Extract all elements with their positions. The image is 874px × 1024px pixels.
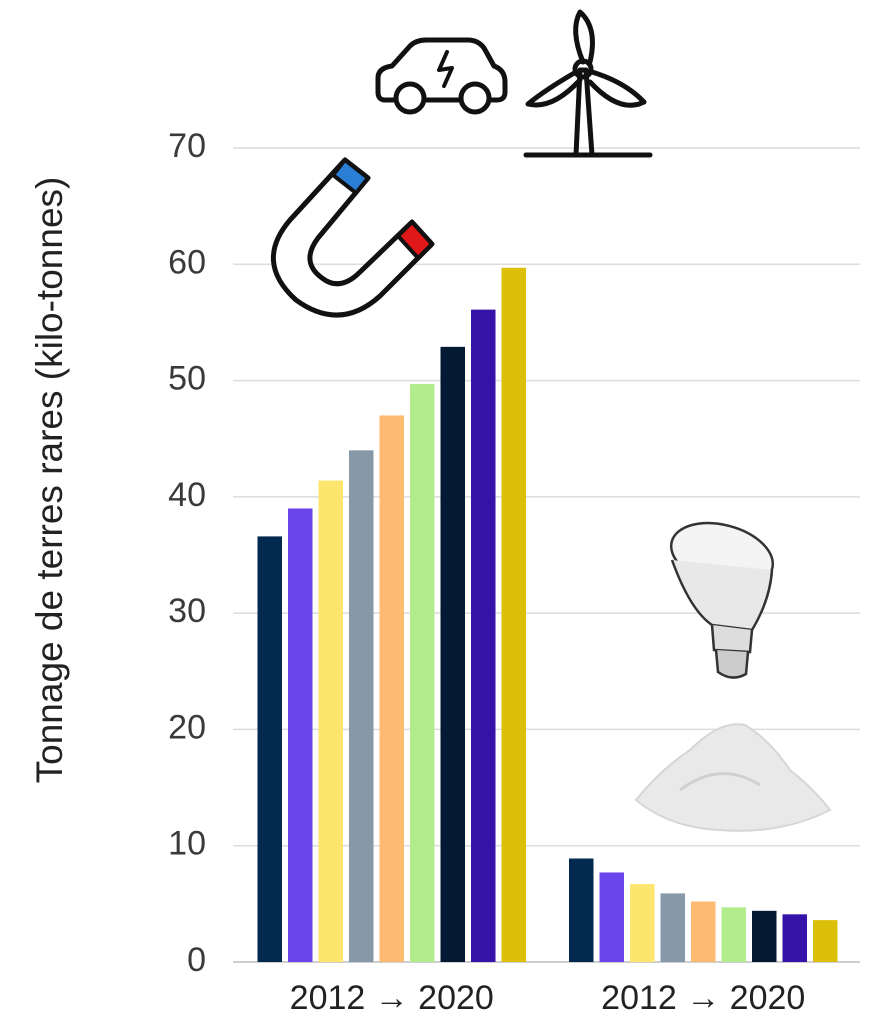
bar	[257, 536, 282, 962]
bar	[782, 914, 807, 962]
bar	[630, 884, 655, 962]
y-tick-label: 10	[168, 825, 206, 863]
powder-icon	[634, 723, 832, 832]
bar	[349, 450, 374, 962]
y-tick-label: 20	[168, 708, 206, 746]
bar	[752, 910, 777, 962]
bar	[501, 267, 526, 962]
y-tick-label: 50	[168, 360, 206, 398]
car-icon	[375, 37, 508, 115]
x-tick-label: 2012 → 2020	[290, 979, 494, 1017]
y-tick-label: 70	[168, 127, 206, 165]
bar	[691, 901, 716, 962]
bar	[660, 893, 685, 962]
bar	[471, 309, 496, 962]
bar	[410, 384, 435, 962]
x-tick-label: 2012 → 2020	[601, 979, 805, 1017]
y-tick-label: 0	[187, 941, 206, 979]
bar	[288, 508, 313, 962]
bulb-icon	[669, 521, 775, 679]
bar	[379, 415, 404, 962]
bar	[569, 858, 594, 962]
y-axis-label: Tonnage de terres rares (kilo-tonnes)	[29, 177, 70, 784]
bar	[599, 872, 624, 962]
magnet-icon	[270, 157, 435, 318]
bar	[318, 480, 343, 962]
bar	[813, 920, 838, 962]
wind-turbine-icon	[523, 9, 653, 158]
bar	[721, 907, 746, 962]
y-tick-label: 30	[168, 592, 206, 630]
y-tick-label: 40	[168, 476, 206, 514]
y-tick-label: 60	[168, 243, 206, 281]
bar	[440, 346, 465, 962]
